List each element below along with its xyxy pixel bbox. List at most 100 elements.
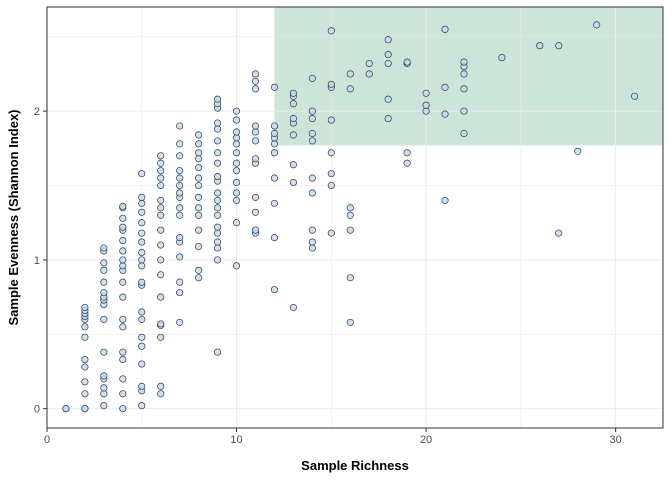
data-point xyxy=(195,181,203,190)
data-point xyxy=(119,262,127,270)
data-point xyxy=(214,119,222,127)
data-point xyxy=(119,356,127,364)
data-point xyxy=(232,107,241,115)
data-point xyxy=(119,315,127,323)
data-point xyxy=(346,318,354,326)
data-point xyxy=(593,21,601,29)
data-point xyxy=(157,241,165,249)
data-point xyxy=(100,278,108,286)
data-point xyxy=(403,149,411,157)
data-point xyxy=(346,85,354,93)
data-point xyxy=(195,266,203,274)
data-point xyxy=(214,229,222,237)
data-point xyxy=(214,149,222,157)
data-point xyxy=(138,256,146,264)
data-point xyxy=(214,238,222,246)
data-point xyxy=(195,204,203,212)
data-point xyxy=(81,390,89,398)
data-point xyxy=(289,115,297,123)
data-point xyxy=(214,95,222,103)
data-point xyxy=(176,253,184,261)
data-point xyxy=(195,174,203,182)
data-point xyxy=(176,289,184,297)
data-point xyxy=(138,333,146,341)
data-point xyxy=(270,149,278,157)
data-point xyxy=(157,159,165,167)
data-point xyxy=(119,405,127,413)
data-point xyxy=(232,262,241,270)
data-point xyxy=(195,274,203,282)
data-point xyxy=(157,271,165,279)
data-point xyxy=(232,196,241,204)
data-point xyxy=(441,25,449,33)
data-point xyxy=(157,152,165,160)
data-point xyxy=(214,196,222,204)
data-point xyxy=(214,189,222,197)
highlight-region xyxy=(274,7,663,146)
data-point xyxy=(365,70,373,78)
data-point xyxy=(270,286,278,294)
data-point xyxy=(270,174,278,182)
data-point xyxy=(81,405,89,413)
data-point xyxy=(176,211,184,219)
data-point xyxy=(119,202,127,210)
data-point xyxy=(289,100,297,108)
data-point xyxy=(422,107,430,115)
data-point xyxy=(327,27,335,35)
data-point xyxy=(195,164,203,172)
data-point xyxy=(81,303,89,312)
data-point xyxy=(138,170,146,178)
data-point xyxy=(214,348,222,356)
data-point xyxy=(157,174,165,182)
data-point xyxy=(195,242,203,251)
data-point xyxy=(100,372,108,380)
x-tick-label: 20 xyxy=(420,434,432,446)
data-point xyxy=(270,140,278,148)
data-point xyxy=(81,356,89,364)
data-point xyxy=(138,193,146,201)
data-point xyxy=(119,256,127,264)
data-point xyxy=(176,140,184,148)
data-point xyxy=(195,155,203,163)
data-point xyxy=(119,247,127,255)
data-point xyxy=(327,80,335,88)
data-point xyxy=(384,95,392,103)
data-point xyxy=(62,405,70,413)
data-point xyxy=(403,58,411,66)
data-point xyxy=(232,159,241,167)
data-point xyxy=(422,101,430,109)
data-point xyxy=(327,229,335,237)
data-point xyxy=(536,42,544,50)
data-point xyxy=(251,70,260,78)
data-point xyxy=(460,70,468,78)
data-point xyxy=(232,128,241,136)
data-point xyxy=(119,375,127,383)
data-point xyxy=(232,116,241,124)
data-point xyxy=(138,248,146,257)
data-point xyxy=(441,110,449,118)
data-point xyxy=(384,115,392,123)
y-tick-label: 0 xyxy=(34,404,40,416)
data-point xyxy=(460,85,468,93)
data-point xyxy=(138,402,146,410)
panel-border xyxy=(46,6,664,429)
data-point xyxy=(119,323,127,331)
data-point xyxy=(157,211,165,219)
data-point xyxy=(157,196,165,204)
data-point xyxy=(251,77,260,85)
data-point xyxy=(119,348,127,356)
data-point xyxy=(214,173,222,181)
points-layer xyxy=(62,21,639,413)
data-point xyxy=(119,278,127,286)
data-point xyxy=(232,189,241,197)
data-point xyxy=(441,83,449,91)
data-point xyxy=(251,128,260,136)
data-point xyxy=(100,402,108,410)
data-point xyxy=(176,122,184,130)
data-point xyxy=(195,131,203,139)
data-point xyxy=(157,320,165,328)
data-point xyxy=(384,36,392,44)
grid-layer xyxy=(46,7,663,428)
data-point xyxy=(214,211,222,219)
data-point xyxy=(214,204,222,212)
